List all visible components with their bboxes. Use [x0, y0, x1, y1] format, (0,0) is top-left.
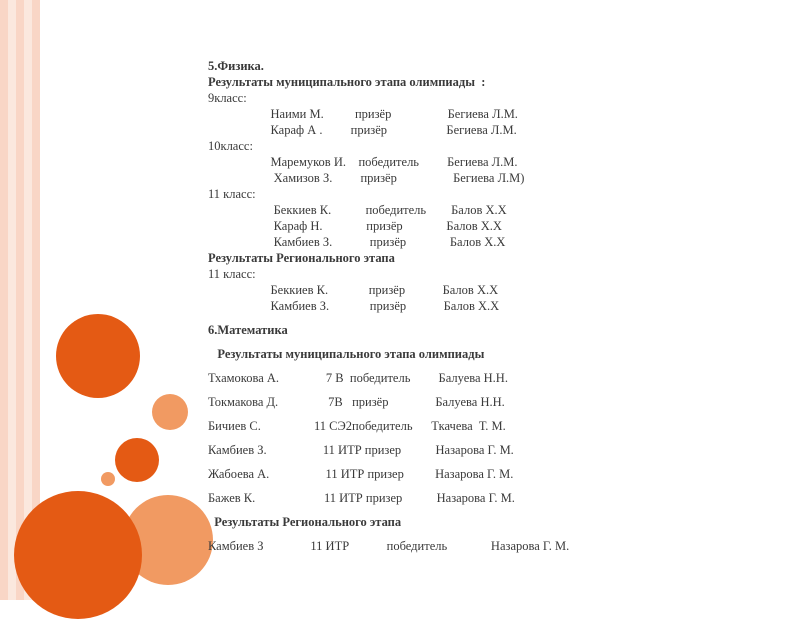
reg-row1: Беккиев К. призёр Балов Х.Х: [208, 282, 768, 298]
grade11-row1: Беккиев К. победитель Балов Х.Х: [208, 202, 768, 218]
grade11-label: 11 класс:: [208, 186, 768, 202]
circle-3: [115, 438, 159, 482]
grade9-label: 9класс:: [208, 90, 768, 106]
math-block: 6.Математика Результаты муниципального э…: [208, 322, 768, 554]
physics-title: 5.Физика.: [208, 58, 768, 74]
physics-regional-title: Результаты Регионального этапа: [208, 250, 768, 266]
math-regional-title: Результаты Регионального этапа: [208, 514, 768, 530]
circle-2: [152, 394, 188, 430]
grade10-row2: Хамизов З. призёр Бегиева Л.М): [208, 170, 768, 186]
math-row4: Камбиев З. 11 ИТР призер Назарова Г. М.: [208, 442, 768, 458]
math-row2: Токмакова Д. 7В призёр Балуева Н.Н.: [208, 394, 768, 410]
grade11-row3: Камбиев З. призёр Балов Х.Х: [208, 234, 768, 250]
stripe-2: [8, 0, 16, 600]
physics-subtitle: Результаты муниципального этапа олимпиад…: [208, 74, 768, 90]
grade10-row1: Маремуков И. победитель Бегиева Л.М.: [208, 154, 768, 170]
stripe-3: [16, 0, 24, 600]
circle-4: [101, 472, 115, 486]
math-subtitle: Результаты муниципального этапа олимпиад…: [208, 346, 768, 362]
math-reg-row1: Камбиев З 11 ИТР победитель Назарова Г. …: [208, 538, 768, 554]
stripe-1: [0, 0, 8, 600]
grade11-row2: Караф Н. призёр Балов Х.Х: [208, 218, 768, 234]
math-row3: Бичиев С. 11 СЭ2победитель Ткачева Т. М.: [208, 418, 768, 434]
document-content: 5.Физика. Результаты муниципального этап…: [208, 58, 768, 562]
grade9-row2: Караф А . призёр Бегиева Л.М.: [208, 122, 768, 138]
math-row1: Тхамокова А. 7 В победитель Балуева Н.Н.: [208, 370, 768, 386]
circle-1: [56, 314, 140, 398]
grade10-label: 10класс:: [208, 138, 768, 154]
grade9-row1: Наими М. призёр Бегиева Л.М.: [208, 106, 768, 122]
math-title: 6.Математика: [208, 322, 768, 338]
reg-row2: Камбиев З. призёр Балов Х.Х: [208, 298, 768, 314]
reg-grade11-label: 11 класс:: [208, 266, 768, 282]
math-row5: Жабоева А. 11 ИТР призер Назарова Г. М.: [208, 466, 768, 482]
math-row6: Бажев К. 11 ИТР призер Назарова Г. М.: [208, 490, 768, 506]
